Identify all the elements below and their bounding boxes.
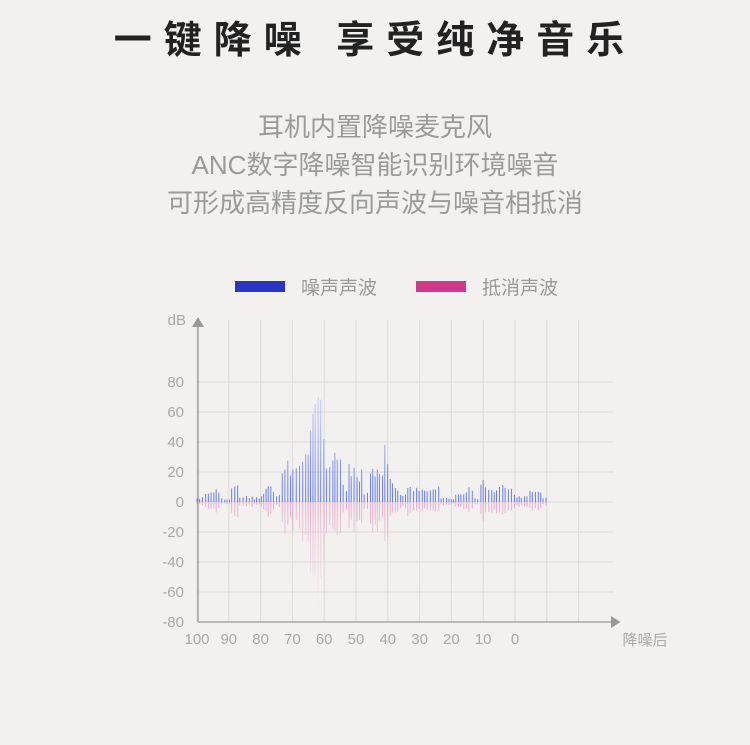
svg-text:20: 20 <box>167 464 184 481</box>
svg-text:80: 80 <box>252 631 269 648</box>
svg-text:降噪后: 降噪后 <box>622 632 667 649</box>
svg-text:40: 40 <box>379 631 396 648</box>
svg-text:60: 60 <box>316 631 333 648</box>
svg-text:10: 10 <box>475 631 492 648</box>
svg-text:0: 0 <box>511 631 519 648</box>
svg-text:90: 90 <box>220 631 237 648</box>
svg-text:80: 80 <box>167 374 184 391</box>
svg-text:50: 50 <box>348 631 365 648</box>
svg-text:-60: -60 <box>162 584 184 601</box>
svg-text:40: 40 <box>167 434 184 451</box>
svg-text:100: 100 <box>184 631 209 648</box>
svg-text:30: 30 <box>411 631 428 648</box>
svg-text:-40: -40 <box>162 554 184 571</box>
svg-text:70: 70 <box>284 631 301 648</box>
svg-text:0: 0 <box>176 494 184 511</box>
svg-text:dB: dB <box>168 312 186 329</box>
svg-text:-80: -80 <box>162 614 184 631</box>
svg-text:20: 20 <box>443 631 460 648</box>
svg-text:-20: -20 <box>162 524 184 541</box>
svg-text:60: 60 <box>167 404 184 421</box>
